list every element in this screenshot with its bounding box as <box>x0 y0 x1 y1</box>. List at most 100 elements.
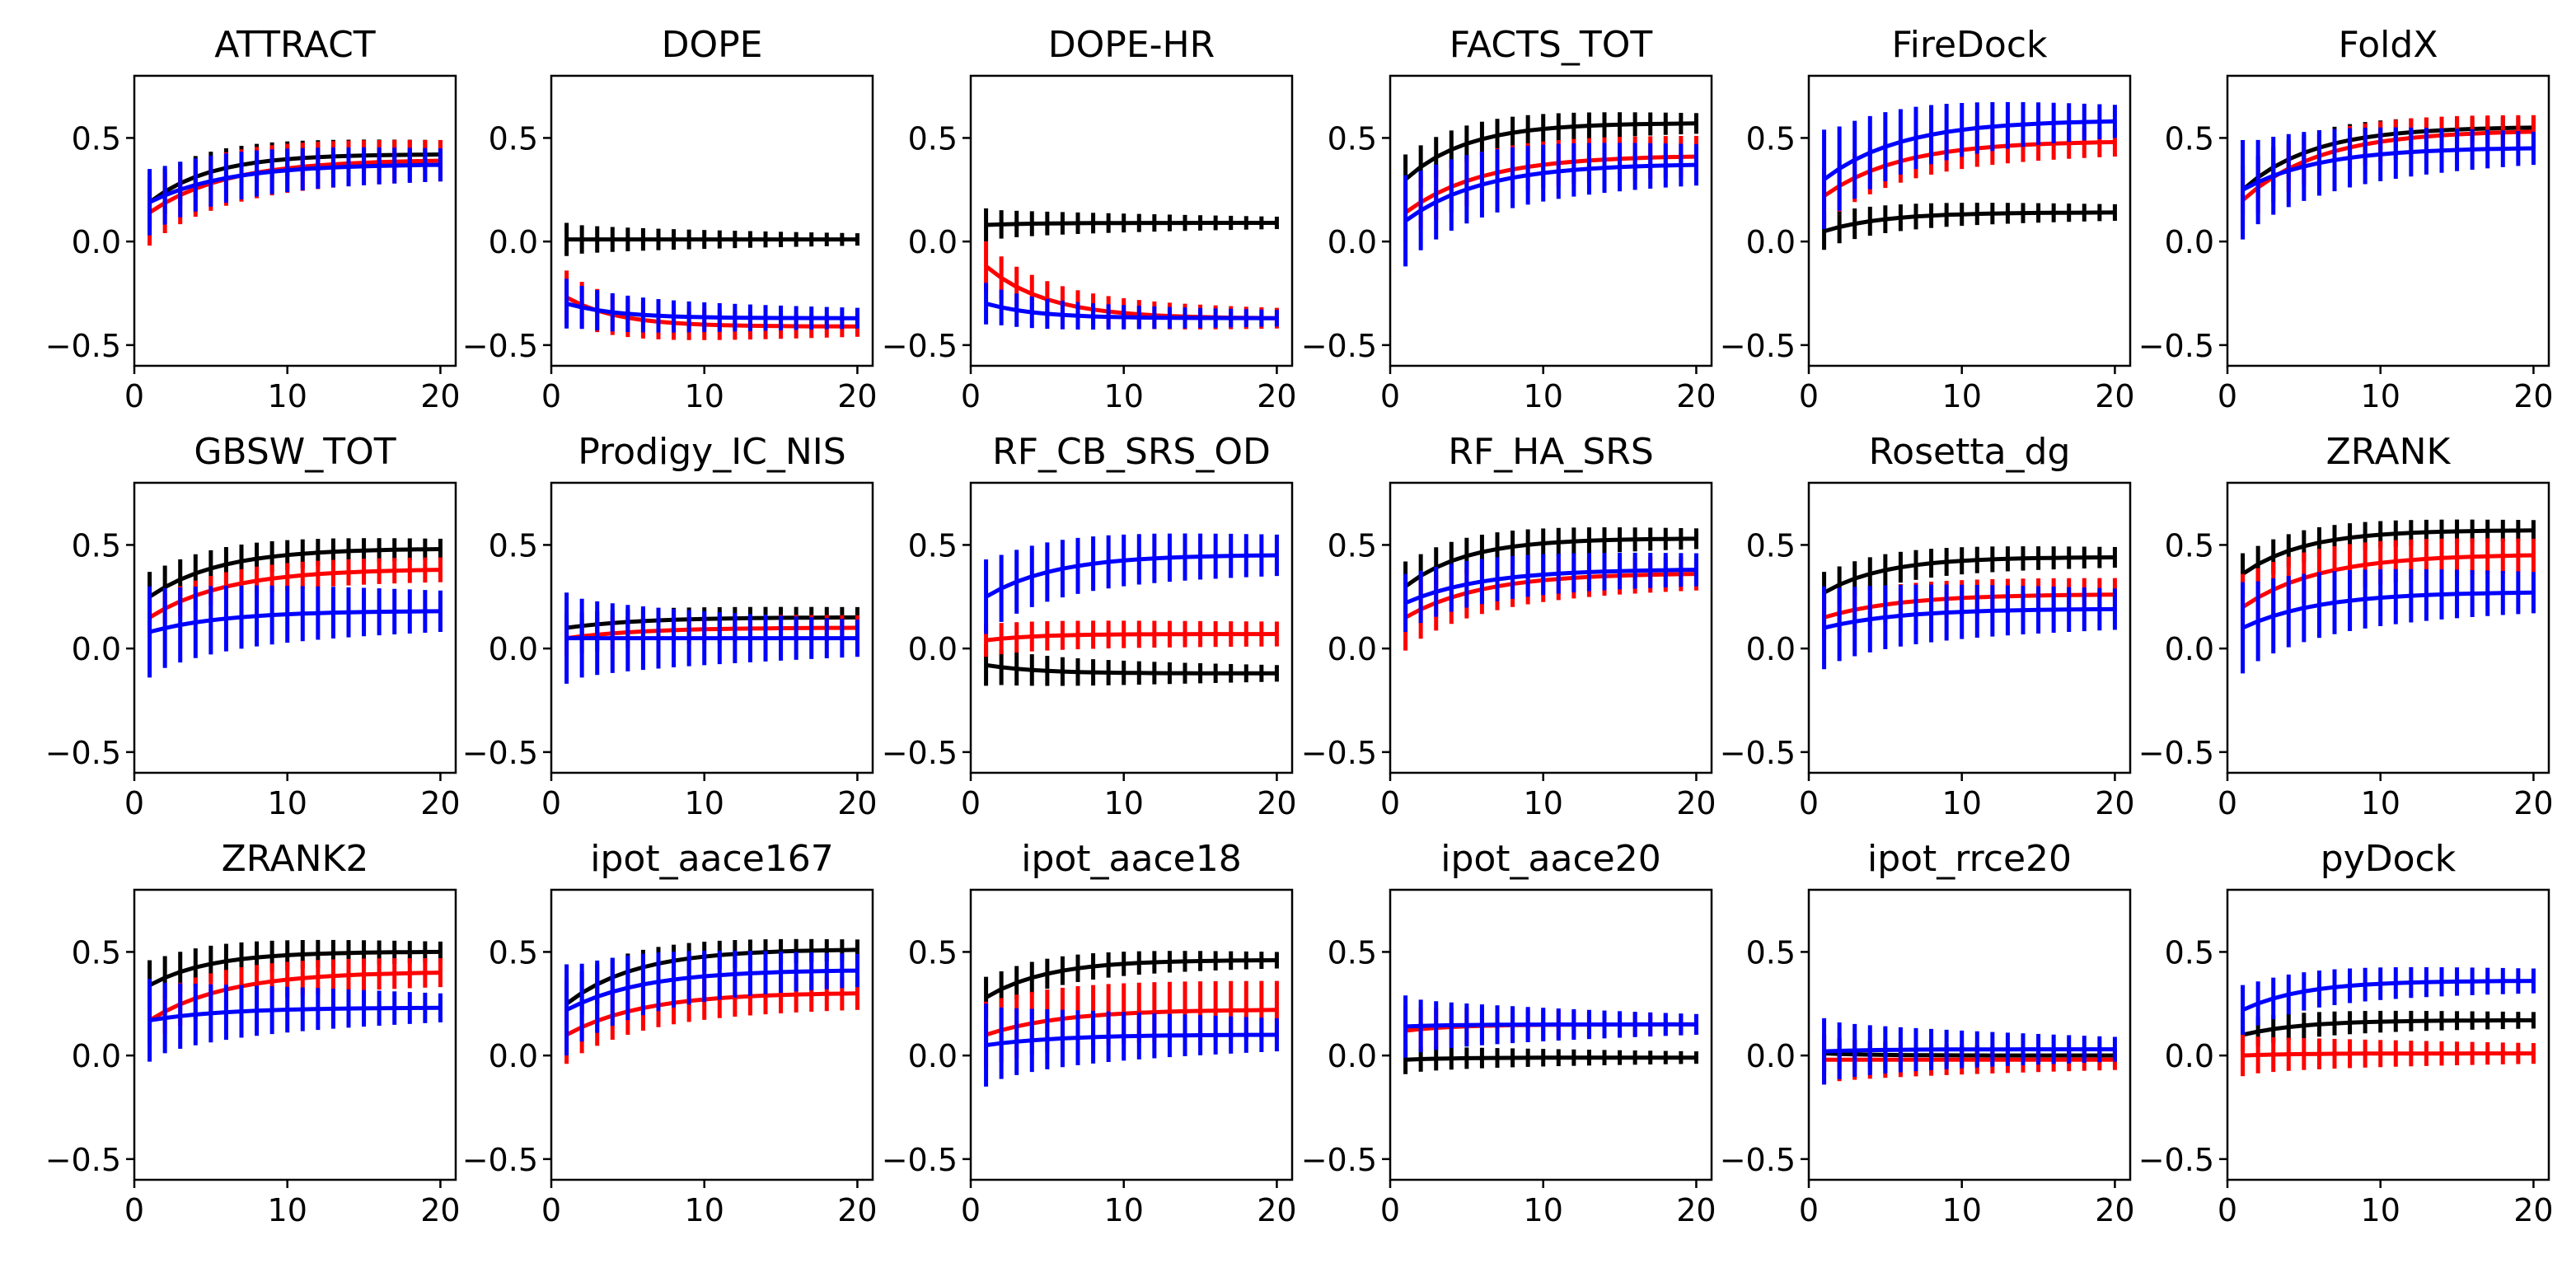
subplot-title: FACTS_TOT <box>1450 24 1653 66</box>
axes-frame <box>133 481 457 774</box>
subplot-ipot-rrce20: ipot_rrce20 0.5 0.0 −0.50 10 20 <box>1720 838 2135 1228</box>
x-tick-label: 20 <box>837 378 877 414</box>
subplot-zrank: ZRANK 0.5 0.0 −0.50 10 20 <box>2138 431 2554 821</box>
subplot-dope-hr: DOPE-HR 0.5 0.0 −0.50 10 20 <box>882 24 1297 414</box>
subplot-title: FoldX <box>2339 24 2438 66</box>
x-tick-label: 20 <box>837 785 877 821</box>
y-tick-label: 0.5 <box>489 120 538 157</box>
axes-frame <box>1807 481 2132 774</box>
y-tick-label: −0.5 <box>2138 1142 2214 1178</box>
series-group <box>1822 1017 2117 1085</box>
x-tick-label: 0 <box>2218 378 2237 414</box>
y-tick-label: −0.5 <box>1720 1142 1796 1178</box>
series-line <box>1404 572 1697 620</box>
subplot-title: ipot_aace18 <box>1021 838 1242 880</box>
x-tick-label: 0 <box>541 378 561 414</box>
series-line <box>986 662 1277 676</box>
x-tick-label: 0 <box>1380 785 1400 821</box>
x-tick-label: 10 <box>2361 785 2400 821</box>
x-tick-label: 10 <box>1524 785 1563 821</box>
y-tick-label: −0.5 <box>1720 328 1796 364</box>
subplot-title: ATTRACT <box>214 24 376 66</box>
x-tick-label: 0 <box>1380 1192 1400 1228</box>
series-line <box>566 625 858 641</box>
x-tick-label: 10 <box>1942 785 1982 821</box>
x-tick-label: 0 <box>961 785 981 821</box>
series-line <box>565 991 858 1037</box>
y-tick-label: 0.5 <box>1328 527 1377 564</box>
axes-frame <box>1389 888 1713 1181</box>
series-line <box>148 162 441 204</box>
axes-frame <box>550 74 874 367</box>
series-line <box>2242 1017 2534 1037</box>
series-group <box>2241 519 2536 674</box>
axes-frame <box>1389 481 1713 774</box>
series-line <box>2241 553 2534 610</box>
series-line <box>1404 121 1697 181</box>
y-tick-label: 0.5 <box>2165 527 2214 564</box>
axes-frame <box>969 888 1294 1181</box>
x-tick-label: 10 <box>2361 378 2400 414</box>
subplot-pydock: pyDock 0.5 0.0 −0.50 10 20 <box>2138 838 2554 1228</box>
y-tick-label: 0.5 <box>908 934 958 971</box>
series-line <box>2241 590 2534 630</box>
series-group <box>564 592 859 684</box>
series-line <box>986 302 1277 320</box>
x-tick-label: 0 <box>124 378 144 414</box>
series-line <box>2241 979 2534 1013</box>
series-line <box>1404 162 1697 223</box>
y-tick-label: 0.5 <box>1746 527 1796 564</box>
x-tick-label: 20 <box>2513 1192 2553 1228</box>
x-tick-label: 10 <box>268 378 307 414</box>
series-group <box>148 538 443 678</box>
subplot-title: DOPE <box>662 24 763 66</box>
series-line <box>986 1032 1277 1048</box>
y-tick-label: 0.0 <box>1746 631 1796 667</box>
y-tick-label: 0.0 <box>2165 1038 2214 1074</box>
series-line <box>985 1008 1277 1037</box>
y-tick-label: −0.5 <box>1720 735 1796 771</box>
series-group <box>148 139 443 246</box>
y-tick-label: 0.5 <box>489 527 538 564</box>
x-tick-label: 20 <box>1257 378 1296 414</box>
x-tick-label: 20 <box>1257 785 1296 821</box>
subplot-title: ipot_aace20 <box>1440 838 1661 880</box>
y-tick-label: 0.0 <box>2165 224 2214 260</box>
axes-frame <box>550 888 874 1181</box>
y-tick-label: 0.0 <box>908 224 958 260</box>
series-group <box>1403 995 1698 1074</box>
series-line <box>148 971 441 1022</box>
x-tick-label: 0 <box>1799 785 1819 821</box>
series-line <box>2241 129 2534 202</box>
y-tick-label: −0.5 <box>462 328 538 364</box>
series-line <box>1405 1022 1697 1029</box>
series-line <box>1824 1051 2115 1058</box>
x-tick-label: 10 <box>268 1192 307 1228</box>
x-tick-label: 10 <box>685 1192 724 1228</box>
y-tick-label: 0.0 <box>1328 224 1377 260</box>
x-tick-label: 20 <box>420 1192 460 1228</box>
series-line <box>986 221 1277 227</box>
y-tick-label: 0.0 <box>489 224 538 260</box>
y-tick-label: 0.0 <box>1746 224 1796 260</box>
series-line <box>1823 555 2115 595</box>
subplot-title: RF_HA_SRS <box>1448 431 1654 473</box>
series-line <box>148 949 441 987</box>
series-line <box>1404 154 1697 214</box>
subplot-dope: DOPE 0.5 0.0 −0.50 10 20 <box>462 24 878 414</box>
y-tick-label: −0.5 <box>462 735 538 771</box>
x-tick-label: 0 <box>1799 1192 1819 1228</box>
subplot-title: ZRANK <box>2326 431 2452 473</box>
x-tick-label: 10 <box>1942 1192 1982 1228</box>
x-tick-label: 0 <box>961 378 981 414</box>
y-tick-label: −0.5 <box>45 735 121 771</box>
series-line <box>1823 140 2115 198</box>
y-tick-label: 0.5 <box>72 934 121 971</box>
series-group <box>1403 527 1698 651</box>
y-tick-label: 0.5 <box>489 934 538 971</box>
subplot-prodigy-ic-nis: Prodigy_IC_NIS 0.5 0.0 −0.50 10 20 <box>462 431 878 821</box>
subplot-rf-cb-srs-od: RF_CB_SRS_OD 0.5 0.0 −0.50 10 20 <box>882 431 1297 821</box>
